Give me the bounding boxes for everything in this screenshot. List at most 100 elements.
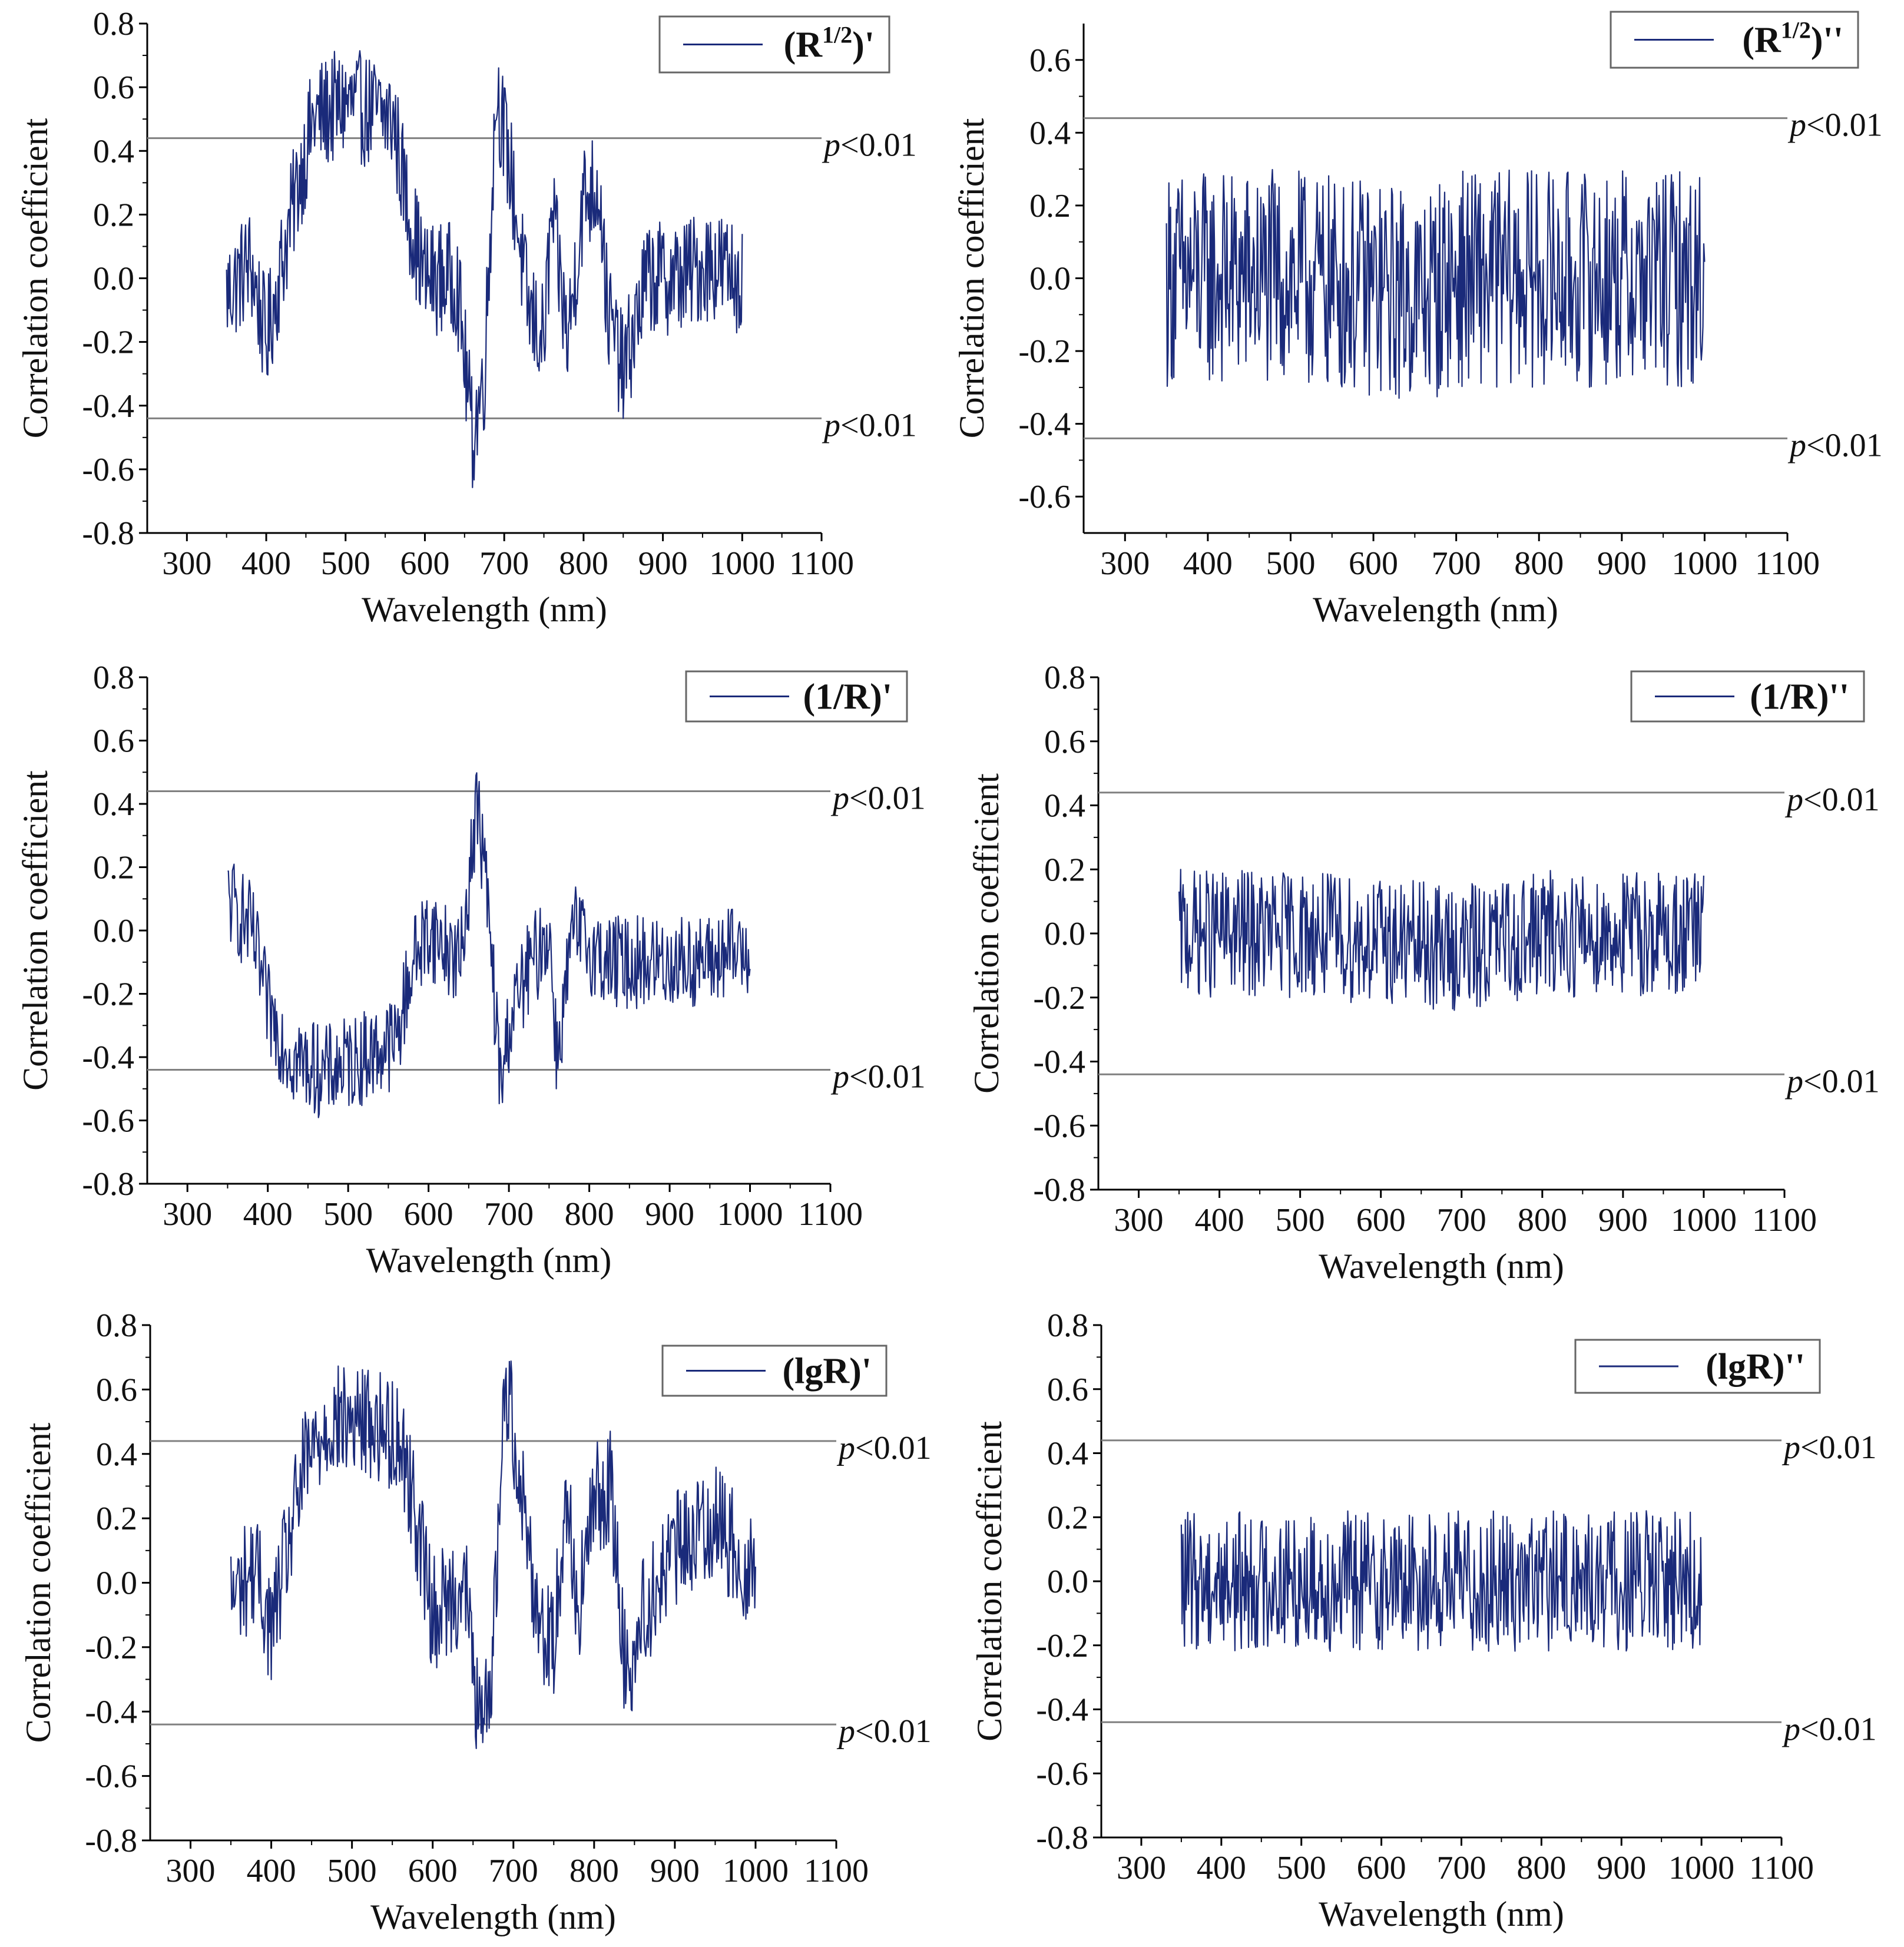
p-symbol: p [836, 1713, 855, 1750]
y-tick-label: -0.4 [1018, 406, 1071, 443]
y-tick-label: 0.4 [1044, 788, 1085, 825]
legend-label-base: (1/R)' [803, 677, 892, 717]
legend: (1/R)'' [1630, 670, 1865, 723]
x-tick-label: 400 [1183, 545, 1233, 582]
y-tick-label: -0.6 [1033, 1108, 1085, 1144]
significance-label: p<0.01 [830, 780, 926, 817]
x-tick-label: 1100 [1752, 1202, 1817, 1239]
x-tick-label: 900 [638, 545, 688, 582]
x-tick-label: 700 [1432, 545, 1481, 582]
y-tick-label: -0.4 [85, 1694, 137, 1730]
x-tick-label: 1000 [1671, 545, 1737, 582]
x-axis-title: Wavelength (nm) [362, 590, 607, 629]
y-tick-label: -0.8 [85, 1823, 137, 1859]
x-tick-label: 600 [400, 545, 449, 582]
y-tick-label: 0.2 [93, 197, 134, 233]
x-tick-label: 1100 [798, 1196, 863, 1233]
y-tick-label: 0.8 [96, 1307, 137, 1344]
x-tick-label: 600 [1357, 1850, 1406, 1886]
y-tick-label: -0.6 [1036, 1756, 1088, 1792]
x-tick-label: 900 [1597, 545, 1647, 582]
threshold-text: <0.01 [1806, 107, 1883, 144]
x-tick-label: 400 [243, 1196, 293, 1233]
data-series-line [230, 1360, 756, 1749]
x-tick-label: 500 [323, 1196, 373, 1233]
p-symbol: p [1787, 107, 1806, 144]
x-tick-label: 500 [1277, 1850, 1326, 1886]
p-symbol: p [830, 780, 849, 817]
chart-panel-6: 300 400 500 600 700 800 900 1000 1100 -0.8 -0.6 -0.… [970, 1307, 1877, 1933]
chart-panel-4: 300 400 500 600 700 800 900 1000 1100 -0.8 -0.6 -0.… [967, 660, 1880, 1286]
y-tick-label: 0.2 [1029, 188, 1071, 224]
threshold-text: <0.01 [840, 127, 917, 164]
legend-label-superscript: 1/2 [822, 22, 852, 48]
x-tick-label: 900 [645, 1196, 694, 1233]
y-tick-label: -0.2 [82, 976, 134, 1013]
y-tick-label: -0.4 [1036, 1692, 1088, 1729]
threshold-text: <0.01 [849, 780, 926, 817]
legend-label: (lgR)'' [1706, 1347, 1805, 1387]
legend-label-base: (lgR)' [782, 1352, 872, 1392]
p-symbol: p [836, 1430, 855, 1466]
y-tick-label: 0.4 [1047, 1436, 1088, 1472]
significance-label: p<0.01 [1784, 782, 1880, 818]
x-tick-label: 400 [241, 545, 291, 582]
data-series-line [1180, 1510, 1703, 1652]
y-tick-label: 0.4 [96, 1436, 137, 1473]
y-tick-label: -0.2 [1036, 1628, 1088, 1664]
x-tick-label: 700 [489, 1853, 538, 1889]
legend-label-superscript: 1/2 [1781, 17, 1811, 44]
y-tick-label: 0.6 [1029, 42, 1071, 79]
x-tick-label: 900 [1597, 1850, 1646, 1886]
y-tick-label: -0.8 [82, 515, 134, 552]
legend-label-base: (R [784, 25, 823, 65]
significance-label: p<0.01 [836, 1430, 932, 1466]
x-axis-title: Wavelength (nm) [370, 1898, 616, 1936]
data-series-line [1178, 869, 1704, 1011]
y-tick-label: 0.8 [1044, 660, 1085, 696]
legend-label-base: (lgR)'' [1706, 1347, 1805, 1387]
x-axis-title: Wavelength (nm) [1319, 1895, 1564, 1933]
x-tick-label: 1000 [717, 1196, 783, 1233]
y-tick-label: 0.4 [93, 133, 134, 170]
x-axis-title: Wavelength (nm) [1313, 590, 1558, 629]
threshold-text: <0.01 [1803, 1063, 1880, 1100]
y-tick-label: -0.8 [82, 1166, 134, 1203]
y-tick-label: -0.4 [1033, 1044, 1085, 1081]
y-tick-label: 0.6 [93, 723, 134, 760]
threshold-text: <0.01 [840, 407, 917, 443]
x-tick-label: 1100 [1749, 1850, 1814, 1886]
y-tick-label: 0.0 [1029, 261, 1071, 297]
y-tick-label: 0.8 [93, 660, 134, 696]
x-tick-label: 300 [1117, 1850, 1166, 1886]
y-tick-label: 0.2 [1047, 1499, 1088, 1536]
y-tick-label: 0.0 [1047, 1564, 1088, 1600]
legend: (1/R)' [685, 670, 908, 723]
legend-label-base: (1/R)'' [1750, 677, 1849, 717]
x-tick-label: 900 [1598, 1202, 1648, 1239]
legend-label-suffix: )'' [1811, 21, 1843, 61]
y-tick-label: -0.2 [85, 1630, 137, 1666]
x-tick-label: 300 [162, 545, 211, 582]
legend-label-base: (R [1742, 21, 1782, 61]
y-tick-label: -0.4 [82, 1039, 134, 1076]
y-axis-title: Correlation coefficient [952, 118, 991, 438]
significance-label: p<0.01 [836, 1713, 932, 1750]
x-axis-title: Wavelength (nm) [1319, 1247, 1564, 1286]
threshold-text: <0.01 [1803, 782, 1880, 818]
threshold-text: <0.01 [855, 1430, 932, 1466]
significance-label: p<0.01 [822, 407, 917, 443]
x-tick-label: 500 [1276, 1202, 1325, 1239]
x-tick-label: 800 [559, 545, 608, 582]
legend-label: (R1/2)' [784, 22, 875, 65]
y-tick-label: -0.4 [82, 388, 134, 425]
x-tick-label: 400 [1197, 1850, 1246, 1886]
x-tick-label: 600 [408, 1853, 458, 1889]
p-symbol: p [1784, 782, 1803, 818]
p-symbol: p [1784, 1063, 1803, 1100]
x-tick-label: 600 [404, 1196, 453, 1233]
x-tick-label: 700 [1436, 1850, 1486, 1886]
significance-label: p<0.01 [1787, 107, 1883, 144]
y-tick-label: 0.2 [93, 850, 134, 886]
significance-label: p<0.01 [1782, 1711, 1877, 1747]
